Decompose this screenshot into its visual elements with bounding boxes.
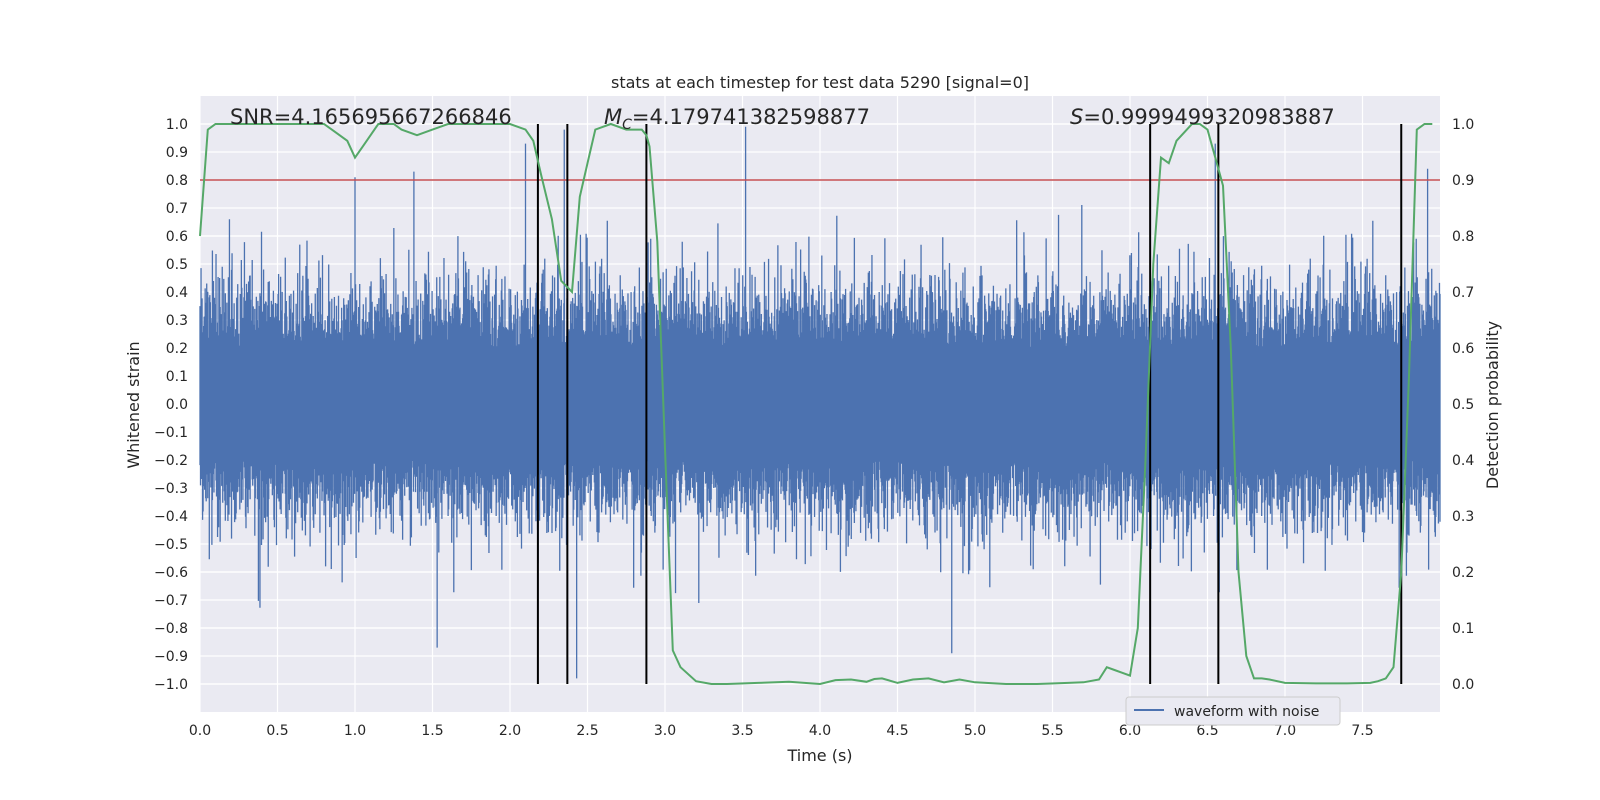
y2-tick-label: 0.2 bbox=[1452, 565, 1474, 581]
x-tick-label: 6.5 bbox=[1196, 723, 1218, 739]
y-tick-label: −1.0 bbox=[154, 677, 188, 693]
y-tick-label: 0.5 bbox=[166, 257, 188, 273]
s-annotation: S=0.9999499320983887 bbox=[1070, 105, 1335, 129]
y-tick-label: 0.6 bbox=[166, 229, 188, 245]
y-tick-label: −0.5 bbox=[154, 537, 188, 553]
x-tick-label: 2.0 bbox=[499, 723, 521, 739]
y-tick-labels: 1.0 0.9 0.8 0.7 0.6 0.5 0.4 0.3 0.2 0.1 0.0 −0.1 −0.… bbox=[154, 117, 188, 693]
y2-tick-label: 0.8 bbox=[1452, 229, 1474, 245]
legend-label: waveform with noise bbox=[1174, 704, 1319, 720]
chirp-mass-value: =4.179741382598877 bbox=[632, 105, 870, 129]
x-tick-label: 1.5 bbox=[421, 723, 443, 739]
y2-tick-label: 0.1 bbox=[1452, 621, 1474, 637]
x-tick-label: 5.0 bbox=[964, 723, 986, 739]
x-tick-label: 0.0 bbox=[189, 723, 211, 739]
x-tick-label: 2.5 bbox=[576, 723, 598, 739]
y-tick-label: 0.4 bbox=[166, 285, 188, 301]
y-tick-label: 0.8 bbox=[166, 173, 188, 189]
y-tick-label: −0.1 bbox=[154, 425, 188, 441]
detection-probability-line bbox=[199, 122, 1433, 686]
vertical-markers bbox=[536, 124, 1403, 684]
x-tick-label: 1.0 bbox=[344, 723, 366, 739]
y2-axis-title: Detection probability bbox=[1483, 321, 1502, 489]
x-tick-label: 3.5 bbox=[731, 723, 753, 739]
y2-tick-label: 0.9 bbox=[1452, 173, 1474, 189]
y2-tick-label: 0.7 bbox=[1452, 285, 1474, 301]
snr-annotation: SNR=4.165695667266846 bbox=[230, 105, 512, 129]
y-tick-label: −0.8 bbox=[154, 621, 188, 637]
y-tick-label: 0.7 bbox=[166, 201, 188, 217]
x-tick-label: 7.0 bbox=[1274, 723, 1296, 739]
y-tick-label: 0.0 bbox=[166, 397, 188, 413]
legend-box bbox=[1125, 696, 1341, 726]
y-tick-label: −0.3 bbox=[154, 481, 188, 497]
x-tick-labels: 0.0 0.5 1.0 1.5 2.0 2.5 3.0 3.5 4.0 4.5 5.0 5.5 6.0 6… bbox=[189, 723, 1374, 739]
y-tick-label: 0.3 bbox=[166, 313, 188, 329]
x-tick-label: 4.0 bbox=[809, 723, 831, 739]
x-tick-label: 3.0 bbox=[654, 723, 676, 739]
y2-tick-label: 0.6 bbox=[1452, 341, 1474, 357]
s-value: =0.9999499320983887 bbox=[1083, 105, 1334, 129]
y-tick-label: −0.4 bbox=[154, 509, 188, 525]
chirp-mass-symbol: M bbox=[604, 105, 622, 129]
legend: waveform with noise bbox=[1125, 696, 1341, 726]
x-tick-label: 0.5 bbox=[266, 723, 288, 739]
y2-tick-label: 0.3 bbox=[1452, 509, 1474, 525]
y2-tick-label: 0.4 bbox=[1452, 453, 1474, 469]
y-tick-label: 0.2 bbox=[166, 341, 188, 357]
x-tick-label: 6.0 bbox=[1119, 723, 1141, 739]
x-tick-label: 5.5 bbox=[1041, 723, 1063, 739]
y2-tick-labels: 1.0 0.9 0.8 0.7 0.6 0.5 0.4 0.3 0.2 0.1 0.0 bbox=[1452, 117, 1474, 693]
y-tick-label: 0.1 bbox=[166, 369, 188, 385]
y-axis-title: Whitened strain bbox=[124, 341, 143, 468]
y-tick-label: 0.9 bbox=[166, 145, 188, 161]
y-tick-label: 1.0 bbox=[166, 117, 188, 133]
y2-tick-label: 1.0 bbox=[1452, 117, 1474, 133]
x-tick-label: 7.5 bbox=[1351, 723, 1373, 739]
y-tick-label: −0.7 bbox=[154, 593, 188, 609]
s-symbol: S bbox=[1070, 105, 1083, 129]
y-tick-label: −0.9 bbox=[154, 649, 188, 665]
y-tick-label: −0.2 bbox=[154, 453, 188, 469]
chirp-mass-subscript: C bbox=[622, 117, 632, 133]
waveform-path bbox=[199, 126, 1441, 679]
chirp-mass-annotation: MC=4.179741382598877 bbox=[604, 105, 870, 133]
y2-tick-label: 0.5 bbox=[1452, 397, 1474, 413]
chart-title: stats at each timestep for test data 529… bbox=[611, 73, 1029, 92]
y-tick-label: −0.6 bbox=[154, 565, 188, 581]
waveform-series bbox=[199, 126, 1441, 679]
x-axis-title: Time (s) bbox=[786, 746, 852, 765]
x-tick-label: 4.5 bbox=[886, 723, 908, 739]
y2-tick-label: 0.0 bbox=[1452, 677, 1474, 693]
